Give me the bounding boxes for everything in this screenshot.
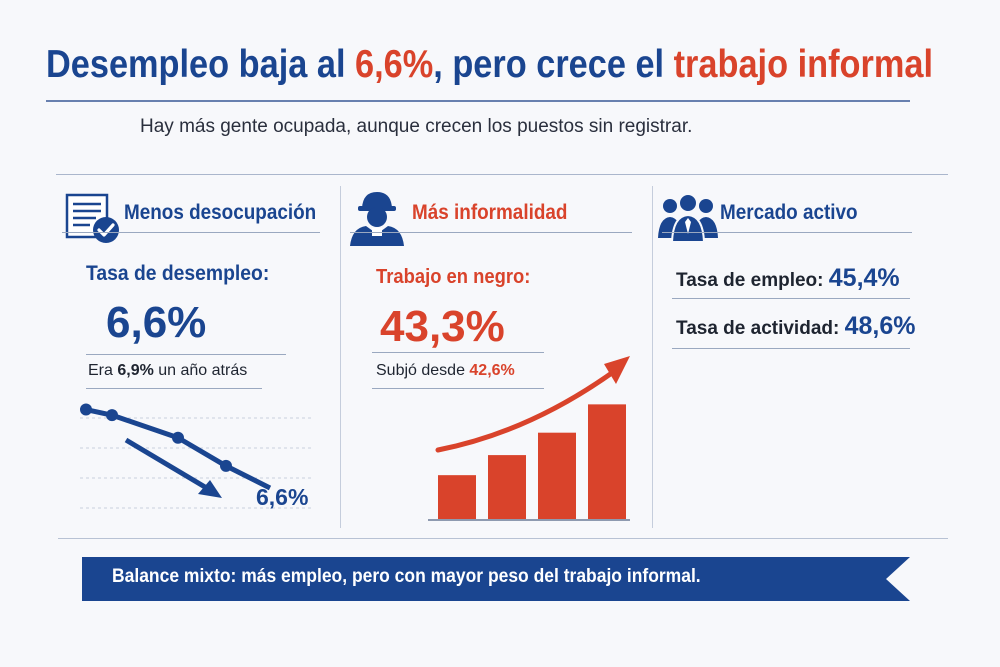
bar-1 [438, 475, 476, 520]
trend-point-4 [220, 459, 232, 472]
market-row-employment: Tasa de empleo: 45,4% [676, 264, 900, 293]
growth-arrow-shaft [435, 367, 619, 453]
bar-4 [588, 404, 626, 520]
summary-banner [82, 557, 910, 601]
column-divider-1 [340, 186, 341, 528]
informality-bar-chart [428, 356, 630, 521]
column-divider-2 [652, 186, 653, 528]
worker-cap-icon [346, 186, 408, 248]
page-title: Desempleo baja al 6,6%, pero crece el tr… [46, 43, 933, 86]
section-title-informality: Más informalidad [412, 201, 568, 224]
section-rule-informality [350, 232, 632, 233]
market-row-activity: Tasa de actividad: 48,6% [676, 312, 916, 341]
bottom-divider [58, 538, 948, 539]
bar-3 [538, 432, 576, 520]
growth-arrow-head [604, 356, 630, 384]
trend-point-1 [80, 403, 92, 416]
unemployment-note: Era 6,9% un año atrás [88, 362, 248, 379]
section-title-market: Mercado activo [720, 201, 858, 224]
trend-point-3 [172, 431, 184, 444]
document-check-icon [62, 192, 124, 246]
unemployment-label: Tasa de desempleo: [86, 262, 270, 285]
section-rule-unemployment [62, 232, 320, 233]
market-row-label: Tasa de actividad: [676, 318, 845, 339]
market-row-rule-1 [672, 298, 910, 299]
title-highlight-informal: trabajo informal [673, 43, 933, 86]
unemployment-note-rule [86, 388, 262, 389]
title-divider [46, 100, 910, 102]
unemployment-value: 6,6% [106, 298, 207, 347]
informality-value: 43,3% [380, 302, 505, 351]
subtitle-divider [56, 174, 948, 175]
trend-arrow-head [198, 480, 222, 498]
bar-2 [488, 455, 526, 520]
section-rule-market [662, 232, 912, 233]
trend-arrow-shaft [124, 437, 212, 493]
market-row-rule-2 [672, 348, 910, 349]
summary-banner-text: Balance mixto: más empleo, pero con mayo… [112, 566, 701, 587]
title-highlight-rate: 6,6% [355, 43, 434, 86]
unemployment-value-rule [86, 354, 286, 355]
market-row-label: Tasa de empleo: [676, 270, 829, 291]
group-people-icon [656, 192, 720, 243]
trend-point-2 [106, 409, 118, 422]
unemployment-trend-chart [80, 403, 312, 509]
subtitle: Hay más gente ocupada, aunque crecen los… [140, 116, 693, 137]
trend-end-label: 6,6% [256, 484, 309, 510]
market-row-value: 48,6% [844, 312, 916, 340]
informality-note-rule [372, 388, 544, 389]
section-title-unemployment: Menos desocupación [124, 201, 317, 224]
informality-value-rule [372, 352, 544, 353]
informality-label: Trabajo en negro: [376, 266, 531, 288]
trend-line [85, 407, 272, 491]
informality-note: Subjó desde 42,6% [376, 362, 515, 379]
market-row-value: 45,4% [828, 264, 900, 292]
